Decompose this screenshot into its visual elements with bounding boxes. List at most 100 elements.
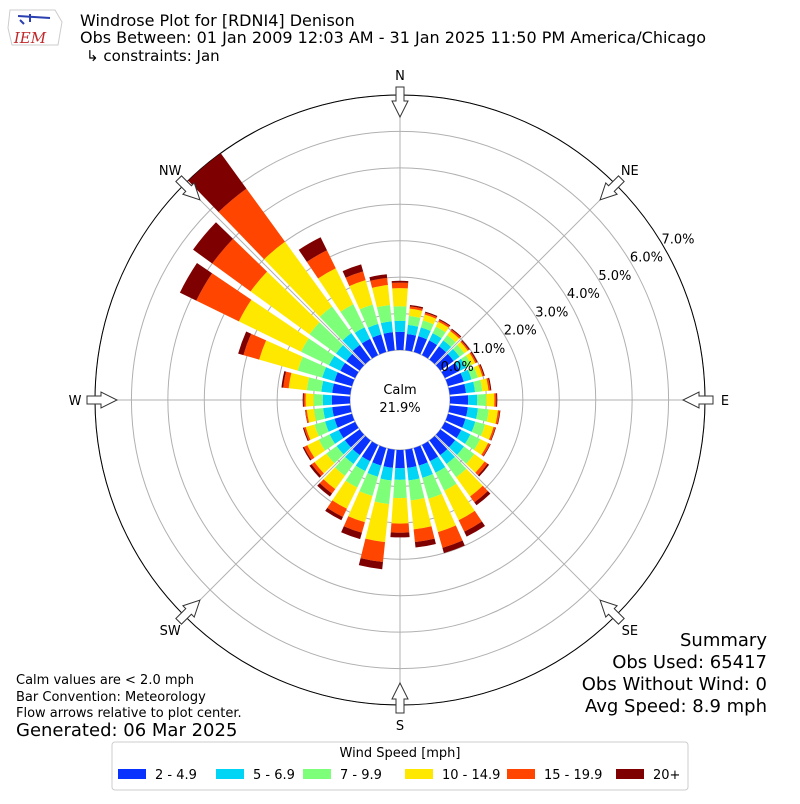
bar-segment bbox=[439, 319, 451, 327]
bar-segment bbox=[345, 449, 360, 465]
bar-segment bbox=[334, 413, 355, 428]
bar-segment bbox=[369, 274, 388, 281]
bar-segment bbox=[441, 362, 460, 379]
bar-segment bbox=[435, 353, 454, 371]
bar-segment bbox=[483, 443, 491, 457]
bar-segment bbox=[480, 378, 489, 392]
logo: IEM bbox=[7, 9, 63, 47]
legend-label: 7 - 9.9 bbox=[340, 768, 382, 783]
bar-segment bbox=[446, 456, 467, 478]
bar-segment bbox=[307, 439, 326, 458]
bar-segment bbox=[481, 442, 491, 457]
flow-arrow bbox=[391, 86, 409, 119]
bar-segment bbox=[380, 321, 393, 334]
bar-segment bbox=[428, 493, 456, 533]
bar-segment bbox=[332, 405, 352, 417]
bar-segment bbox=[332, 480, 358, 509]
bar-segment bbox=[497, 410, 501, 425]
bar-segment bbox=[476, 408, 489, 422]
bar-segment bbox=[461, 355, 472, 368]
bar-segment bbox=[305, 424, 319, 440]
logo-icon bbox=[17, 14, 51, 25]
bar-segment bbox=[259, 340, 303, 371]
bar-segment bbox=[348, 491, 373, 523]
bar-segment bbox=[488, 377, 492, 391]
chart-subtitle: Obs Between: 01 Jan 2009 12:03 AM - 31 J… bbox=[80, 28, 706, 47]
bar-segment bbox=[445, 413, 466, 428]
bar-segment bbox=[212, 238, 268, 292]
bar-segment bbox=[488, 426, 496, 441]
bar-segment bbox=[370, 277, 388, 288]
bar-segment bbox=[318, 268, 354, 312]
summary: Avg Speed: 8.9 mph bbox=[585, 696, 767, 717]
bar-segment bbox=[473, 379, 483, 393]
bar-segment bbox=[196, 273, 252, 322]
bar-segment bbox=[471, 421, 486, 437]
bar-segment bbox=[443, 335, 456, 348]
bar-segment bbox=[470, 485, 488, 503]
bar-segment bbox=[303, 393, 306, 407]
bar-segment bbox=[340, 304, 365, 333]
bar-segment bbox=[391, 280, 409, 283]
bar-segment bbox=[298, 237, 327, 262]
bar-segment bbox=[346, 353, 365, 371]
bar-segment bbox=[418, 327, 431, 340]
legend-label: 2 - 4.9 bbox=[155, 768, 197, 783]
bar-segment bbox=[466, 407, 478, 419]
bar-segment bbox=[341, 526, 362, 540]
flow-arrow bbox=[599, 599, 625, 625]
compass-label: NE bbox=[621, 164, 639, 179]
bar-segment bbox=[305, 409, 310, 424]
bar-segment bbox=[477, 393, 487, 407]
bar-segment bbox=[334, 372, 355, 387]
bar-segment bbox=[473, 365, 483, 378]
bar-segment bbox=[243, 333, 267, 360]
bar-segment bbox=[413, 336, 428, 355]
spoke bbox=[435, 435, 617, 617]
bar-segment bbox=[288, 372, 310, 391]
bar-segment bbox=[360, 538, 386, 563]
calm-disk bbox=[352, 352, 448, 448]
ring-label: 7.0% bbox=[661, 233, 694, 248]
bar-segment bbox=[466, 454, 485, 473]
bar-segment bbox=[367, 462, 382, 477]
bar-segment bbox=[358, 558, 383, 570]
bar-segment bbox=[467, 367, 478, 380]
constraints: ↳ constraints: Jan bbox=[86, 47, 220, 65]
flow-arrow bbox=[681, 391, 714, 409]
bar-segment bbox=[429, 435, 448, 456]
bar-segment bbox=[302, 393, 304, 407]
legend-swatch bbox=[216, 769, 244, 779]
bar-segment bbox=[304, 409, 308, 424]
bar-segment bbox=[238, 331, 252, 356]
bar-segment bbox=[394, 468, 406, 480]
bar-segment bbox=[323, 407, 334, 419]
bar-segment bbox=[448, 405, 468, 417]
bar-segment bbox=[461, 339, 470, 350]
bar-segment bbox=[429, 333, 442, 345]
bar-segment bbox=[393, 306, 407, 322]
bar-segment bbox=[495, 410, 500, 425]
bar-segment bbox=[422, 473, 442, 499]
bar-segment bbox=[372, 285, 391, 308]
bar-segment bbox=[424, 312, 437, 319]
bar-segment bbox=[345, 271, 366, 287]
bar-segment bbox=[470, 351, 478, 363]
bar-segment bbox=[477, 463, 490, 477]
bar-segment bbox=[297, 356, 327, 378]
bar-segment bbox=[391, 497, 409, 524]
bar-segment bbox=[437, 525, 463, 548]
bar-segment bbox=[311, 462, 324, 476]
legend-swatch bbox=[303, 769, 331, 779]
bar-segment bbox=[451, 328, 462, 338]
ring-label: 5.0% bbox=[598, 269, 631, 284]
ring-label: 4.0% bbox=[567, 287, 600, 302]
bar-segment bbox=[435, 429, 456, 448]
bar-segment bbox=[361, 441, 379, 462]
flow-arrow bbox=[175, 175, 201, 201]
bar-segment bbox=[447, 348, 460, 361]
legend-swatch bbox=[405, 769, 433, 779]
logo-text: IEM bbox=[13, 29, 47, 47]
legend-label: 15 - 19.9 bbox=[544, 768, 602, 783]
